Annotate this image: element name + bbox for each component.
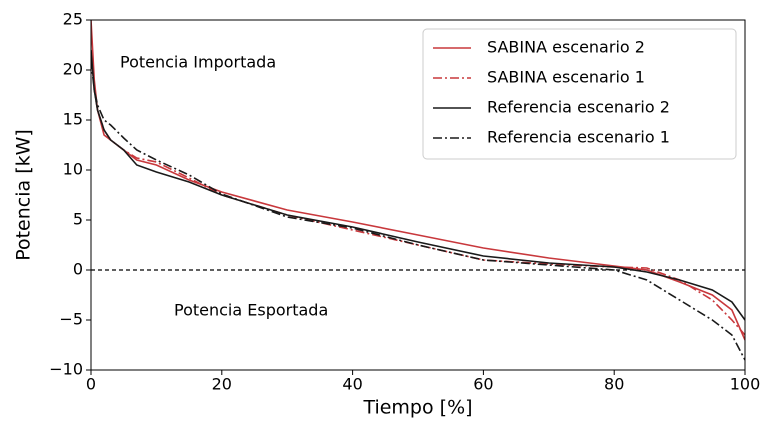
- x-tick-label: 80: [604, 375, 624, 394]
- legend-label: Referencia escenario 1: [487, 128, 670, 147]
- y-tick-label: 0: [73, 260, 83, 279]
- x-tick-label: 100: [730, 375, 761, 394]
- series-line: [91, 49, 745, 321]
- x-axis-label: Tiempo [%]: [362, 397, 472, 419]
- annotation: Potencia Importada: [120, 53, 276, 72]
- y-tick-label: 5: [73, 210, 83, 229]
- y-tick-label: −5: [59, 310, 83, 329]
- annotation: Potencia Esportada: [174, 301, 328, 320]
- legend-label: SABINA escenario 2: [487, 38, 645, 57]
- y-tick-label: 10: [63, 160, 83, 179]
- y-tick-label: 25: [63, 10, 83, 29]
- legend-box: [422, 28, 737, 160]
- plot-frame: [90, 19, 746, 371]
- y-tick-label: 20: [63, 60, 83, 79]
- x-tick-label: 20: [212, 375, 232, 394]
- x-tick-label: 0: [86, 375, 96, 394]
- x-tick-label: 60: [473, 375, 493, 394]
- y-axis-label: Potencia [kW]: [13, 129, 35, 261]
- series-line: [91, 59, 745, 361]
- y-tick-label: 15: [63, 110, 83, 129]
- legend-label: Referencia escenario 2: [487, 98, 670, 117]
- x-tick-label: 40: [342, 375, 362, 394]
- y-tick-label: −10: [49, 360, 83, 379]
- legend-label: SABINA escenario 1: [487, 68, 645, 87]
